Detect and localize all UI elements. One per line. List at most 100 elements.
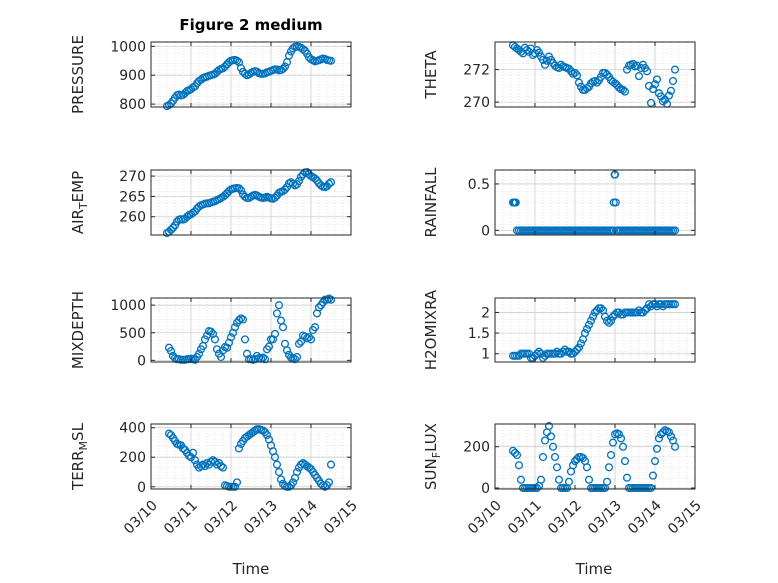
data-point [622,473,632,482]
data-point [610,79,620,88]
data-point [218,64,228,73]
data-point [634,72,644,81]
axes-box [150,41,352,108]
x-tick-label: 03/12 [545,498,585,538]
data-point [278,64,288,73]
data-point [642,304,652,313]
data-point [586,79,596,88]
data-point [564,477,574,486]
data-point [550,349,560,358]
data-point [568,461,578,470]
data-point [260,355,270,364]
y-tick-label: 2 [481,305,490,321]
data-point [206,327,216,336]
data-point [572,455,582,464]
data-point [534,48,544,57]
data-point [618,85,628,94]
y-tick-label: 1000 [110,298,146,314]
data-point [614,308,624,317]
data-point [536,349,546,358]
data-point [611,198,620,207]
panel-mixdepth: 0 500 1000 MIXDEPTH [69,291,352,369]
data-point [602,477,612,486]
data-point [536,475,546,484]
data-point [572,71,582,80]
data-point [292,467,302,477]
data-point [582,324,592,334]
data-point [258,426,268,435]
data-point [268,335,278,344]
data-point [280,62,290,71]
data-point [258,353,268,362]
data-point [586,316,596,325]
y-tick-label: 500 [119,326,146,342]
data-point [666,432,676,441]
data-point [304,463,314,472]
data-point [656,300,666,309]
data-point [234,444,244,453]
data-point [510,448,520,457]
data-point [302,167,312,177]
x-tick-label: 03/11 [161,498,201,538]
data-point [534,347,544,356]
data-point [508,446,518,455]
data-point [646,98,656,107]
data-point [216,462,226,471]
data-point [602,70,612,79]
axes-box [150,297,352,363]
data-point [538,353,548,362]
data-point [200,335,210,344]
y-tick-label: 1 [481,347,490,363]
data-point [580,329,590,338]
y-axis-label-pressure: PRESSURE [69,35,87,114]
data-point [606,316,616,325]
data-point [648,471,658,480]
data-point [538,452,548,462]
data-point [210,335,220,344]
data-point [570,68,580,77]
y-tick-label: 260 [119,210,146,226]
x-tick-label: 03/10 [465,498,505,538]
y-axis-label-sun_flux: SUNFLUX [422,423,443,490]
data-point [638,308,648,317]
data-point [642,67,652,76]
data-point [532,46,542,55]
data-point [538,55,548,64]
data-point [544,422,554,431]
data-point [532,483,542,493]
data-point [262,431,272,440]
y-axis-label-theta: THETA [422,50,440,100]
x-tick-label: 03/13 [241,498,281,538]
data-point [592,306,602,315]
data-point [646,483,656,493]
x-axis-label-left: Time [232,560,270,578]
data-point [654,434,664,443]
data-point [552,463,562,472]
data-point [602,316,612,325]
data-point [546,432,556,441]
data-point [270,193,280,202]
data-point [532,349,542,358]
data-point [650,457,660,466]
data-point [316,181,326,190]
data-point [550,61,560,70]
y-tick-label: 1.5 [468,326,490,342]
data-point [194,349,204,358]
data-point [528,353,538,362]
data-point [620,457,630,466]
data-point [272,309,282,318]
data-point [274,467,284,477]
y-tick-label: 0.5 [468,177,490,193]
y-tick-label: 270 [463,95,490,111]
data-point [234,316,244,325]
data-point [550,452,560,462]
data-point [658,428,668,437]
data-point [188,208,198,217]
axes-box [150,169,352,236]
data-point [590,308,600,317]
data-point [250,426,260,435]
data-point [660,95,670,104]
figure-title: Figure 2 medium [179,16,322,34]
x-axis-label-right: Time [575,560,613,578]
